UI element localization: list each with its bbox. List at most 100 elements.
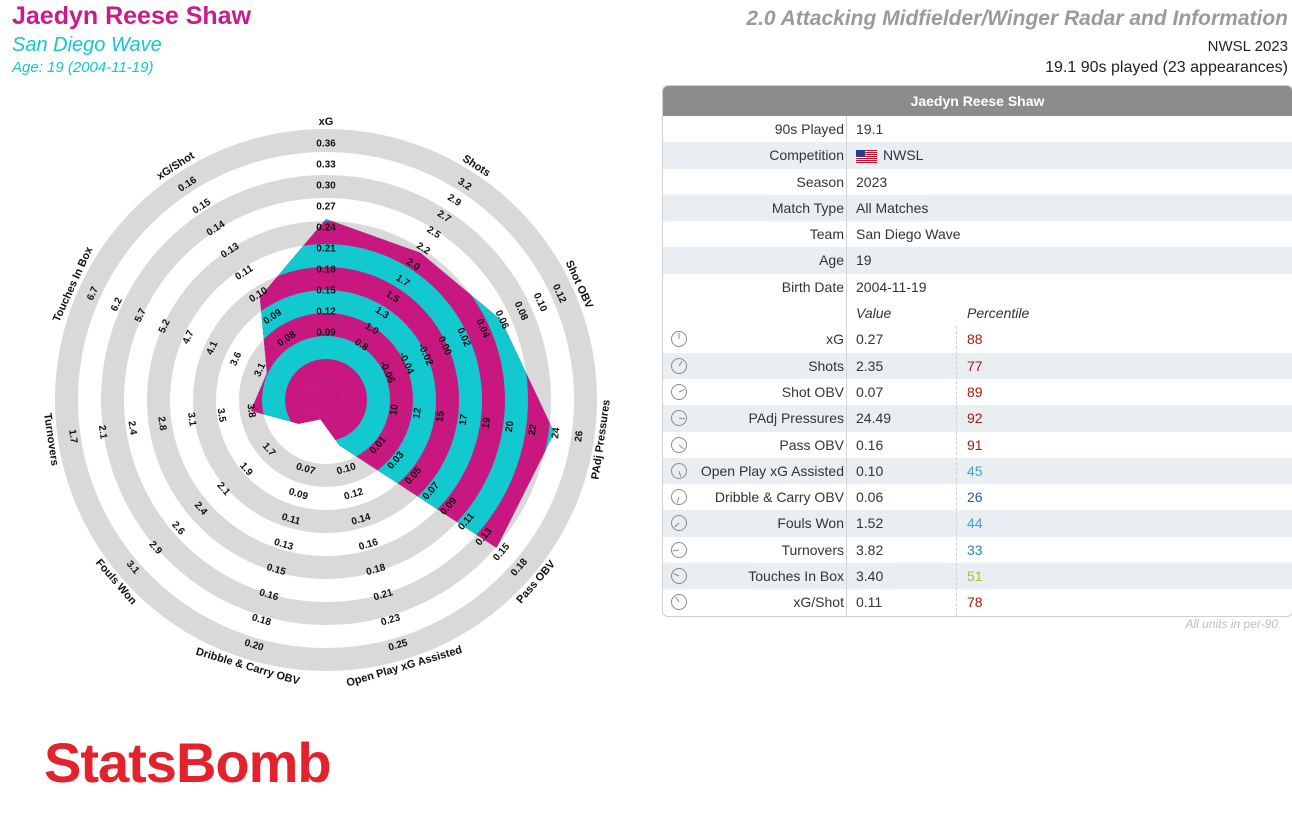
us-flag-icon [856, 149, 877, 164]
tick-label: 0.09 [316, 328, 336, 339]
metric-label: Touches In Box [748, 568, 844, 585]
metric-row: Dribble & Carry OBV 0.06 26 [663, 484, 1292, 510]
tick-label: 4.7 [181, 328, 197, 346]
tick-label: 0.27 [316, 202, 336, 213]
tick-label: 0.21 [372, 587, 394, 603]
info-row: Team San Diego Wave [663, 221, 1292, 247]
metric-row: Open Play xG Assisted 0.10 45 [663, 457, 1292, 485]
metric-value: 0.11 [856, 594, 883, 611]
metric-value: 0.07 [856, 383, 884, 400]
metric-row: xG 0.27 88 [663, 326, 1292, 352]
tick-label: 19 [481, 416, 494, 429]
column-header-row: Value Percentile [663, 300, 1292, 326]
info-label: 90s Played [774, 121, 844, 137]
tick-label: 5.7 [133, 306, 149, 324]
dial-icon [671, 462, 687, 479]
tick-label: 3.1 [252, 361, 268, 379]
tick-label: 10 [388, 403, 401, 416]
metric-row: xG/Shot 0.11 78 [663, 589, 1292, 615]
info-value: All Matches [856, 199, 929, 216]
info-value: NWSL [856, 142, 923, 168]
tick-label: 0.20 [243, 638, 265, 654]
tick-label: 0.12 [316, 307, 336, 318]
metric-label: Fouls Won [777, 515, 844, 532]
metric-row: Touches In Box 3.40 51 [663, 563, 1292, 590]
info-label: Competition [769, 147, 844, 164]
tick-label: 15 [435, 410, 448, 423]
tick-label: 1.7 [66, 429, 79, 445]
grid-ring [101, 175, 551, 625]
tick-label: 3.1 [185, 412, 198, 428]
tick-label: 2.9 [445, 192, 463, 209]
metric-label: xG [826, 331, 844, 348]
info-label: Age [819, 252, 844, 269]
metric-percentile: 44 [967, 515, 983, 532]
tick-label: 24 [550, 426, 563, 439]
tick-label: 26 [573, 430, 586, 443]
tick-label: 0.30 [316, 181, 336, 192]
metric-label: Dribble & Carry OBV [714, 489, 844, 506]
tick-label: 0.07 [295, 461, 317, 477]
metric-percentile: 26 [967, 489, 983, 506]
metric-percentile: 88 [967, 331, 983, 348]
tick-label: 3.5 [215, 407, 228, 423]
units-footnote: All units in per-90 [1185, 617, 1279, 631]
tick-label: 0.15 [265, 562, 287, 578]
metric-percentile: 51 [967, 568, 983, 585]
info-value: 19.1 [856, 121, 884, 137]
info-label: Season [796, 173, 844, 190]
player-name: Jaedyn Reese Shaw [12, 2, 252, 30]
metric-row: Turnovers 3.82 33 [663, 537, 1292, 563]
tick-label: 0.16 [358, 537, 380, 553]
metric-value: 3.82 [856, 541, 884, 558]
metric-row: Shots 2.35 77 [663, 352, 1292, 379]
team-name: San Diego Wave [12, 34, 162, 56]
metric-value: 2.35 [856, 357, 884, 374]
info-value: 19 [856, 252, 872, 269]
info-value: 2004-11-19 [856, 278, 927, 295]
metric-value: 3.40 [856, 568, 884, 585]
dial-icon [671, 357, 687, 374]
tick-label: 0.18 [316, 265, 336, 276]
tick-label: 0.25 [387, 637, 409, 653]
info-table: Jaedyn Reese Shaw 90s Played 19.1 Competit… [662, 85, 1292, 617]
metric-percentile: 92 [967, 410, 983, 427]
tick-label: 0.16 [258, 587, 280, 603]
dial-icon [671, 410, 687, 427]
metric-row: PAdj Pressures 24.49 92 [663, 405, 1292, 432]
info-label: Team [809, 226, 844, 243]
metric-row: Fouls Won 1.52 44 [663, 510, 1292, 537]
tick-label: 0.18 [250, 612, 272, 628]
tick-label: 0.21 [316, 244, 336, 255]
dial-icon [671, 594, 687, 611]
metric-value: 0.10 [856, 462, 884, 479]
tick-label: 12 [411, 406, 424, 419]
tick-label: 17 [458, 413, 471, 426]
metric-label: Pass OBV [779, 436, 844, 453]
metric-value: 0.16 [856, 436, 884, 453]
info-value: 2023 [856, 173, 888, 190]
axis-label: xG [319, 116, 334, 128]
info-row: Birth Date 2004-11-19 [663, 274, 1292, 300]
tick-label: 0.15 [316, 286, 336, 297]
info-row: Season 2023 [663, 169, 1292, 195]
tick-label: 0.36 [316, 139, 336, 150]
tick-label: 22 [527, 423, 540, 436]
metric-label: Open Play xG Assisted [700, 462, 844, 479]
tick-label: 0.24 [316, 223, 336, 234]
age-line: Age: 19 (2004-11-19) [12, 59, 154, 76]
competition-line: NWSL 2023 [1207, 38, 1288, 55]
tick-label: 6.7 [85, 285, 101, 303]
metric-value: 1.52 [856, 515, 884, 532]
radar-center [308, 382, 344, 418]
tick-label: 0.09 [287, 486, 309, 502]
dial-icon [671, 331, 687, 348]
info-row: Age 19 [663, 247, 1292, 274]
tick-label: 0.13 [273, 537, 295, 553]
value-column-header: Value [856, 305, 892, 322]
percentile-divider [956, 326, 957, 616]
metric-label: Shots [808, 357, 844, 374]
info-row: Match Type All Matches [663, 194, 1292, 222]
tick-label: 0.12 [343, 486, 365, 502]
tick-label: 4.1 [205, 339, 221, 357]
